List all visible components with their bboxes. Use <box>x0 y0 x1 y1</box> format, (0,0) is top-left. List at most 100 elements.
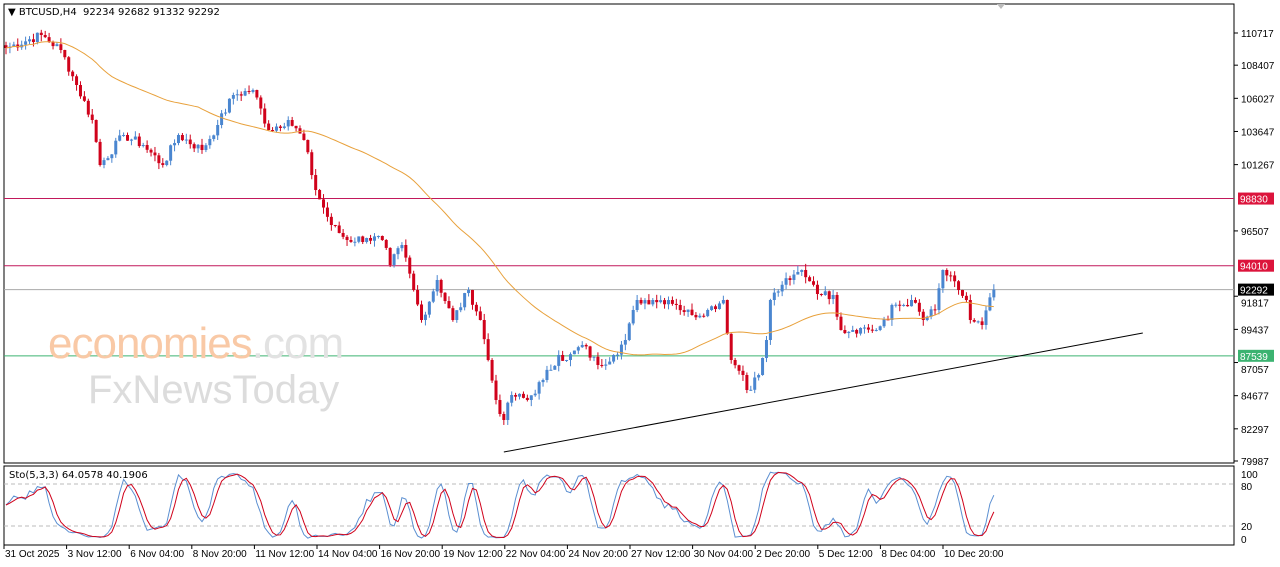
candle-body <box>47 37 51 42</box>
candle-body <box>365 238 369 242</box>
candle-body <box>243 91 247 96</box>
candle-body <box>988 297 992 311</box>
time-tick-label: 19 Nov 12:00 <box>443 549 503 560</box>
candle-body <box>314 175 318 191</box>
candle-body <box>35 32 39 43</box>
candle-body <box>455 310 459 320</box>
candle-body <box>490 359 494 381</box>
dropdown-triangle-icon[interactable]: ▼ <box>8 7 16 18</box>
candle-body <box>925 316 929 320</box>
candle-body <box>949 275 953 277</box>
candle-body <box>992 289 996 298</box>
candle-body <box>745 374 749 390</box>
stochastic-label: Sto(5,3,3) 64.0578 40.1906 <box>9 470 148 481</box>
candle-body <box>67 57 71 72</box>
candle-body <box>596 356 600 365</box>
candle-body <box>584 344 588 347</box>
price-tag-94010 <box>1238 259 1274 272</box>
time-axis: 31 Oct 2025 3 Nov 12:00 6 Nov 04:00 8 Nov 2… <box>3 545 1004 560</box>
candle-body <box>521 393 525 398</box>
candle-body <box>349 240 353 242</box>
price-tag-92292 <box>1238 283 1274 296</box>
stochastic-panel[interactable] <box>3 465 1235 546</box>
time-tick-label: 14 Nov 04:00 <box>318 549 378 560</box>
time-tick-label: 11 Nov 12:00 <box>255 549 314 560</box>
candle-body <box>572 350 576 355</box>
candle-body <box>666 300 670 305</box>
candle-body <box>474 304 478 312</box>
candle-body <box>482 319 486 340</box>
candle-body <box>408 257 412 274</box>
candle-body <box>345 236 349 241</box>
candle-body <box>372 236 376 241</box>
candle-body <box>623 339 627 345</box>
candle-body <box>741 370 745 375</box>
candle-body <box>231 95 235 99</box>
candle-body <box>423 314 427 320</box>
candle-body <box>733 359 737 366</box>
candle-body <box>541 379 545 383</box>
candle-body <box>937 288 941 310</box>
time-tick-label: 22 Nov 04:00 <box>506 549 566 560</box>
scroll-marker-icon[interactable] <box>997 4 1005 9</box>
stochastic-lines <box>4 471 1234 539</box>
candle-body <box>874 329 878 331</box>
candle-body <box>604 364 608 366</box>
candle-body <box>220 113 224 126</box>
candle-body <box>133 136 137 140</box>
candle-body <box>890 304 894 320</box>
moving-average-line <box>5 41 994 356</box>
candles-layer <box>4 29 996 425</box>
candle-body <box>400 245 404 249</box>
candle-body <box>337 225 341 233</box>
candle-body <box>302 133 306 141</box>
time-tick-label: 2 Dec 20:00 <box>756 549 810 560</box>
candle-body <box>729 333 733 360</box>
candle-body <box>43 35 47 38</box>
candle-body <box>286 120 290 127</box>
candle-body <box>24 41 28 45</box>
candle-body <box>510 394 514 403</box>
candle-body <box>188 139 192 145</box>
candle-body <box>271 130 275 132</box>
candle-body <box>690 309 694 315</box>
candle-body <box>333 225 337 227</box>
candle-body <box>129 139 133 141</box>
candle-body <box>721 300 725 304</box>
candle-body <box>216 125 220 136</box>
price-tick-label: 91817 <box>1241 299 1269 310</box>
stoch-level-label: 0 <box>1241 535 1247 546</box>
candle-body <box>467 290 471 294</box>
candle-body <box>98 141 102 166</box>
candle-body <box>933 309 937 311</box>
stoch-level-label: 20 <box>1241 522 1253 533</box>
time-tick-label: 8 Dec 04:00 <box>881 549 935 560</box>
stoch-level-label: 80 <box>1241 482 1253 493</box>
candle-body <box>792 274 796 280</box>
candle-body <box>39 32 43 36</box>
candle-body <box>4 45 8 48</box>
candle-body <box>208 138 212 146</box>
candle-body <box>384 240 388 248</box>
candle-body <box>420 304 424 320</box>
candle-body <box>486 339 490 360</box>
candle-body <box>627 323 631 340</box>
candle-body <box>380 236 384 241</box>
candle-body <box>710 306 714 310</box>
candle-body <box>498 399 502 414</box>
candle-body <box>153 152 157 156</box>
candle-body <box>831 294 835 300</box>
candle-body <box>847 331 851 334</box>
candle-body <box>12 44 16 47</box>
candle-body <box>917 302 921 312</box>
main-chart-area[interactable] <box>3 3 1235 464</box>
candle-body <box>357 236 361 242</box>
time-tick-label: 3 Nov 12:00 <box>68 549 122 560</box>
candle-body <box>678 304 682 311</box>
candle-body <box>204 145 208 151</box>
candle-body <box>212 135 216 139</box>
candle-body <box>361 236 365 242</box>
candle-body <box>431 291 435 302</box>
candle-body <box>506 402 510 420</box>
candle-body <box>369 238 373 241</box>
